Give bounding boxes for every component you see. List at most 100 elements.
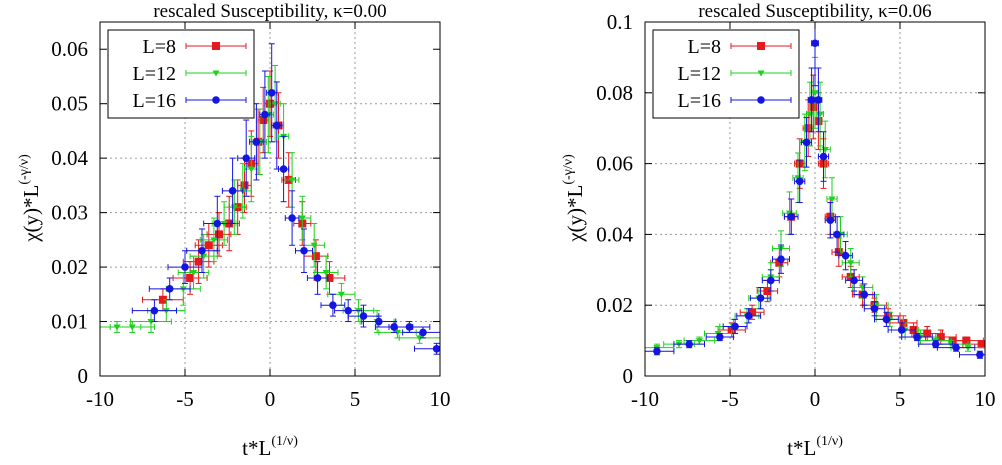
x-axis-label-sup: (1/ν) [271,434,298,449]
data-marker [150,306,159,315]
data-point [259,70,271,159]
data-marker [860,290,869,299]
data-marker [811,39,819,48]
legend: L=8 L=12 L=16 [652,29,800,119]
data-marker [186,273,195,282]
data-marker [787,212,795,221]
legend-box [652,29,800,119]
data-point [800,117,813,168]
legend-marker [212,42,220,50]
y-tick-label: 0.05 [51,92,88,116]
data-marker [923,329,932,338]
legend-entry: L=16 [133,90,247,112]
data-point [347,304,380,328]
data-point [722,318,748,335]
data-marker [242,154,250,162]
data-point [402,326,440,339]
data-marker [952,343,960,352]
data-marker [267,89,276,97]
series-L=16 [131,43,440,355]
y-axis-label-sup: (-γ/ν) [561,154,576,185]
y-axis-label-sup: (-γ/ν) [17,154,32,185]
data-marker [394,329,401,336]
chart-title: rescaled Susceptibility, κ=0.06 [698,1,931,22]
data-point [244,135,259,203]
y-tick-label: 0.02 [596,293,633,317]
chart-panel-1: -10 -5 0 5 10 0 0.01 0.02 0.03 0.04 0.05 0.06 rescal… [17,1,451,460]
data-marker [247,166,255,173]
data-marker [337,291,345,298]
x-tick-label: -5 [176,387,194,411]
data-marker [685,340,693,348]
data-marker [210,237,218,244]
data-point [414,342,440,355]
legend: L=8 L=12 L=16 [107,29,255,119]
x-tick-label: 5 [895,387,906,411]
data-point [792,152,804,204]
data-marker [833,230,841,239]
data-marker [804,124,813,133]
data-marker [931,340,940,348]
data-point [221,157,244,225]
data-marker [165,285,174,293]
series-L=16 [645,22,985,359]
data-point [817,131,830,182]
legend-marker [757,42,765,50]
data-marker [795,177,804,186]
data-marker [819,152,828,161]
data-marker [767,276,775,285]
legend-marker [212,70,220,77]
data-marker [322,270,330,277]
y-axis-label-main: χ(y)*L [19,185,43,243]
data-marker [204,241,213,250]
data-marker [359,312,368,320]
data-point [806,81,814,147]
data-point [811,22,819,87]
legend-label: L=16 [133,90,177,112]
data-marker [756,294,765,302]
data-marker [977,340,985,349]
data-marker [310,242,318,249]
legend-marker [212,96,220,104]
data-marker [882,315,891,324]
legend-label: L=8 [688,36,722,58]
data-marker [190,270,197,277]
y-tick-label: 0.06 [596,152,633,176]
data-point [142,288,184,312]
data-marker [653,347,661,356]
data-point [736,308,762,324]
y-tick-label: 0.04 [51,146,88,170]
legend-marker [757,96,765,104]
x-tick-label: -10 [86,387,114,411]
x-tick-label: 10 [430,387,451,411]
data-marker [850,276,858,285]
y-tick-label: 0 [78,364,89,388]
data-marker [727,325,736,334]
data-marker [375,317,383,326]
x-axis-label-main: t*L [242,436,271,460]
data-point [271,81,283,170]
data-marker [897,326,906,334]
x-tick-label: 10 [975,387,996,411]
x-tick-label: -10 [631,387,659,411]
data-marker [744,312,753,320]
legend-label: L=16 [678,90,722,112]
data-layer [100,43,440,355]
data-point [874,311,899,327]
legend-marker [757,70,765,77]
data-marker [344,306,353,315]
data-marker [828,196,836,203]
data-marker [807,96,816,104]
data-point [782,191,797,235]
data-marker [405,323,414,331]
data-point [278,135,290,203]
data-marker [826,216,835,225]
data-marker [240,181,249,190]
data-point [203,195,232,252]
data-marker [884,311,893,320]
data-marker [841,251,850,260]
data-marker [300,246,308,255]
data-marker [731,322,739,331]
data-point [814,67,823,133]
data-marker [194,257,203,266]
